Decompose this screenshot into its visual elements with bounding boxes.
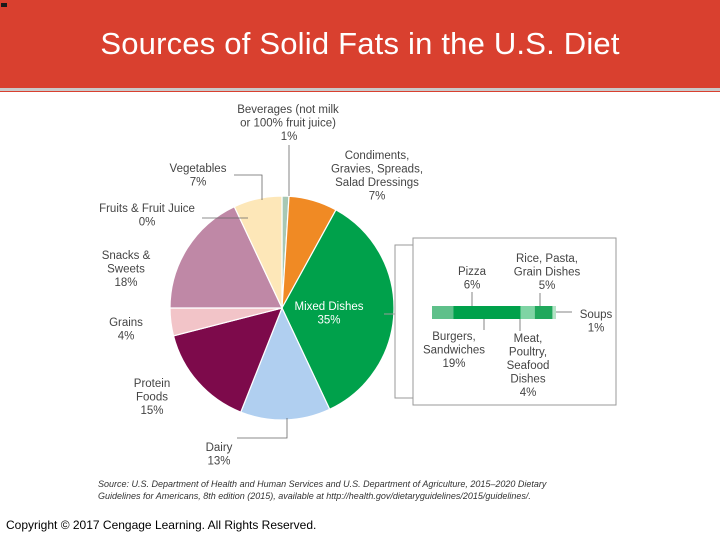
slice-percent: 35% [317,315,340,327]
breakdown-label-line: Dishes [510,374,545,386]
corner-mark [1,3,7,7]
slice-label-line: Grains [109,317,143,329]
slice-percent: 0% [139,217,156,229]
breakdown-label-line: Pizza [458,266,487,278]
pie-slice-vegetables [233,195,283,309]
title-rule [0,88,720,91]
slide-title: Sources of Solid Fats in the U.S. Diet [100,26,620,61]
slice-label-line: Protein [134,378,170,390]
breakdown-percent: 6% [464,280,481,292]
slice-label-vegetables: Vegetables 7% [170,163,227,189]
slice-label-line: Beverages (not milk [237,104,339,116]
breakdown-label-line: Seafood [507,360,550,372]
slice-label-line: Condiments, [345,150,410,162]
slice-label-line: Vegetables [170,163,227,175]
slice-label-line: Gravies, Spreads, [331,164,423,176]
leader-line [237,418,288,439]
breakdown-label-line: Meat, [514,333,543,345]
title-bar: Sources of Solid Fats in the U.S. Diet [0,0,720,92]
slice-label-condiments-gravies-spreads-salad-dressings: Condiments, Gravies, Spreads,Salad Dressi… [331,150,423,203]
slice-label-line: Salad Dressings [335,177,419,189]
breakdown-box [412,237,617,406]
breakdown-label-line: Poultry, [509,347,547,359]
breakdown-bar-meat-poultry-seafood-dishes [520,306,535,319]
pie-slice-protein-foods [172,307,283,413]
slice-label-line: Sweets [107,264,145,276]
breakdown-bar-soups [552,306,556,319]
breakdown-label-line: Burgers, [432,331,475,343]
breakdown-bar-pizza [432,306,454,319]
breakdown-bar-burgers-sandwiches [453,306,521,319]
slice-label-line: Mixed Dishes [294,301,363,313]
slice-percent: 13% [207,456,230,468]
copyright-notice: Copyright © 2017 Cengage Learning. All R… [6,518,317,532]
slice-percent: 7% [190,177,207,189]
slice-label-line: Foods [136,392,168,404]
slice-label-grains: Grains 4% [109,317,143,343]
slice-percent: 4% [118,331,135,343]
pie-slice-snacks-sweets [169,205,283,309]
slice-label-dairy: Dairy 13% [206,442,233,468]
leader-line [234,174,263,200]
breakdown-label-soups: Soups 1% [556,309,613,335]
breakdown-percent: 19% [442,358,465,370]
pie-slice-dairy [239,306,331,421]
slice-percent: 18% [114,277,137,289]
breakdown-label-line: Rice, Pasta, [516,253,578,265]
breakdown-label-line: Sandwiches [423,345,485,357]
breakdown-connector-top [384,244,413,315]
slice-percent: 7% [369,191,386,203]
breakdown-percent: 5% [539,280,556,292]
slice-label-line: Fruits & Fruit Juice [99,203,195,215]
slice-percent: 1% [281,131,298,143]
pie-slice-mixed-dishes [281,209,395,411]
source-line-2: Guidelines for Americans, 8th edition (2… [98,491,531,501]
slice-label-line: or 100% fruit juice) [240,118,336,130]
source-line-1: Source: U.S. Department of Health and Hu… [98,479,547,489]
slice-label-line: Snacks & [102,250,151,262]
slice-label-fruits-fruit-juice: Fruits & Fruit Juice 0% [99,203,195,229]
breakdown-label-line: Grain Dishes [514,267,581,279]
slice-label-mixed-dishes: Mixed Dishes 35% [294,301,363,327]
breakdown-label-pizza: Pizza 6% [458,266,487,306]
slice-label-beverages-not-milk-or-100-fruit-juice: Beverages (not milk or 100% fruit juice)1… [237,104,339,143]
breakdown-percent: 4% [520,387,537,399]
breakdown-connector-bottom [394,314,413,399]
breakdown-label-line: Soups [580,309,613,321]
breakdown-bar-rice-pasta-grain-dishes [534,306,553,319]
slice-percent: 15% [140,405,163,417]
breakdown-percent: 1% [588,323,605,335]
slice-label-line: Dairy [206,442,233,454]
